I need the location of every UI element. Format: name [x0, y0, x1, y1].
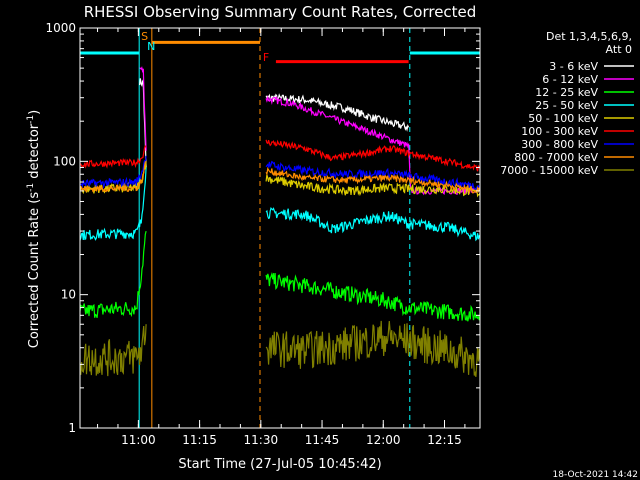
timestamp: 18-Oct-2021 14:42: [553, 470, 638, 480]
series-line: [79, 230, 147, 318]
night-flag-label: N: [147, 40, 155, 53]
series-line: [265, 93, 410, 132]
x-tick-label: 11:30: [244, 433, 279, 447]
legend-header-line1: Det 1,3,4,5,6,9,: [546, 30, 632, 43]
legend-label: 12 - 25 keV: [535, 86, 598, 99]
series-line: [79, 160, 147, 193]
series-line: [79, 167, 147, 241]
plot-frame: [79, 27, 481, 429]
x-tick-label: 11:00: [121, 433, 156, 447]
y-tick-label: 10: [61, 288, 76, 302]
series-line: [265, 95, 481, 196]
legend-label: 3 - 6 keV: [549, 60, 598, 73]
series-line: [80, 155, 147, 190]
legend-label: 100 - 300 keV: [521, 125, 598, 138]
series-line: [265, 320, 481, 378]
y-axis-label: Corrected Count Rate (s-1 detector-1): [26, 110, 42, 348]
series-line: [265, 271, 481, 322]
series-line: [79, 145, 147, 169]
legend-label: 6 - 12 keV: [542, 73, 598, 86]
legend-label: 300 - 800 keV: [521, 138, 598, 151]
legend-label: 50 - 100 keV: [528, 112, 598, 125]
y-tick-label: 1000: [45, 21, 76, 35]
legend-label: 7000 - 15000 keV: [500, 164, 598, 177]
series-line: [79, 161, 147, 195]
series-line: [265, 166, 481, 194]
flare-flag-label: F: [263, 51, 269, 64]
series-line: [265, 206, 481, 242]
series-line: [79, 324, 147, 377]
y-tick-label: 100: [53, 154, 76, 168]
series-lines: [79, 66, 481, 378]
legend-label: 800 - 7000 keV: [514, 151, 598, 164]
series-line: [265, 160, 481, 191]
series-line: [139, 66, 147, 151]
legend-label: 25 - 50 keV: [535, 99, 598, 112]
legend-header-line2: Att 0: [606, 43, 632, 56]
x-tick-label: 12:15: [427, 433, 462, 447]
x-tick-label: 11:45: [305, 433, 340, 447]
chart-title: RHESSI Observing Summary Count Rates, Co…: [84, 3, 477, 21]
x-tick-label: 12:00: [366, 433, 401, 447]
series-line: [265, 139, 481, 172]
attenuator-flags: SN F: [79, 28, 481, 428]
x-tick-label: 11:15: [182, 433, 217, 447]
y-tick-label: 1: [68, 421, 76, 435]
saa-flag-label: S: [141, 30, 148, 43]
x-axis-label: Start Time (27-Jul-05 10:45:42): [178, 457, 381, 472]
series-line: [265, 174, 481, 198]
axes: 11:00 11:15 11:30 11:45 12:00 12:15 1 10 100 1000: [45, 21, 481, 447]
